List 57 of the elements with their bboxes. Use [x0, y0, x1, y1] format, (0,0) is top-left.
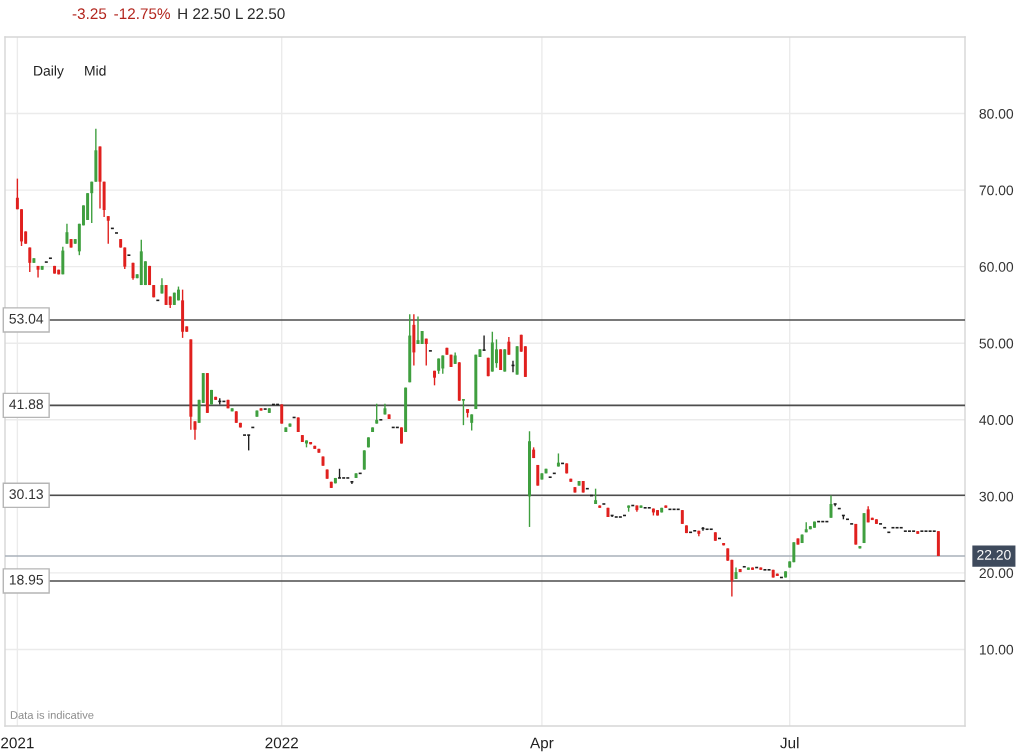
candlestick	[503, 348, 507, 373]
candlestick	[424, 337, 428, 367]
candlestick	[494, 338, 498, 369]
candlestick	[164, 284, 168, 306]
x-tick-label: Jul	[780, 737, 799, 749]
candlestick	[899, 526, 903, 529]
candlestick	[280, 403, 284, 425]
candlestick	[399, 426, 403, 445]
candlestick	[379, 418, 383, 421]
ref-line-label: 22.20	[977, 549, 1011, 560]
candlestick	[362, 449, 366, 471]
candlestick	[709, 528, 713, 531]
y-tick-label: 60.00	[979, 262, 1014, 272]
candlestick	[305, 439, 308, 449]
candlestick	[20, 208, 24, 247]
candlestick	[65, 223, 69, 245]
candlestick	[528, 430, 531, 528]
ref-line-label: 30.13	[9, 489, 43, 500]
x-tick-label: 2021	[1, 737, 34, 749]
candlestick	[61, 246, 65, 276]
candlestick	[193, 420, 197, 441]
candlestick	[705, 528, 709, 531]
candlestick	[433, 370, 437, 387]
y-tick-label: 80.00	[979, 108, 1014, 119]
annotation: Mid	[85, 65, 106, 76]
x-tick-label: Apr	[530, 737, 554, 752]
candlestick	[28, 246, 32, 273]
candlestick	[15, 177, 19, 210]
x-tick-label: 2022	[265, 737, 298, 749]
y-tick-label: 40.00	[979, 415, 1014, 425]
ref-line-label: 18.95	[9, 574, 44, 585]
candlestick	[693, 529, 697, 532]
candlestick	[90, 180, 94, 224]
y-tick-label: 50.00	[979, 338, 1014, 349]
y-tick-label: 70.00	[979, 185, 1014, 196]
annotation: Data is indicative	[10, 710, 94, 719]
candlestick	[338, 468, 342, 479]
y-tick-label: 10.00	[979, 644, 1014, 655]
candlestick	[106, 215, 110, 245]
y-tick-label: 20.00	[979, 568, 1014, 579]
ref-line-label: 53.04	[9, 313, 44, 324]
candlestick	[461, 398, 465, 426]
candlestick	[48, 257, 52, 260]
text: H 22.50 L 22.50	[178, 8, 285, 20]
annotation: Daily	[34, 65, 64, 79]
candlestick	[895, 526, 899, 529]
text: -12.75%	[114, 8, 170, 20]
ref-line-label: 41.88	[9, 399, 43, 410]
candlestick	[375, 403, 379, 425]
candlestick	[883, 526, 887, 529]
candlestick	[742, 565, 746, 568]
candlestick	[441, 354, 445, 375]
candlestick	[891, 526, 895, 529]
text: -3.25	[72, 8, 107, 20]
candlestick	[482, 334, 486, 351]
y-tick-label: 30.00	[979, 491, 1014, 502]
candlestick	[812, 520, 816, 529]
